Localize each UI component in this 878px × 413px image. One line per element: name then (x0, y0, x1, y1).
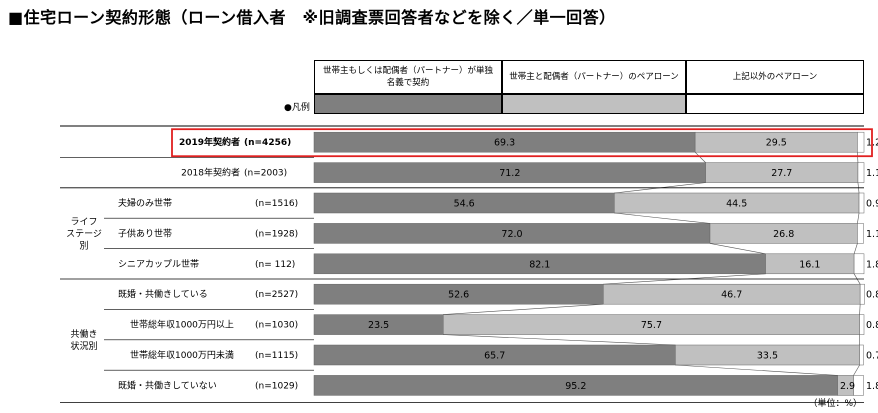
data-label: 23.5 (368, 320, 389, 331)
data-label: 1.8 (866, 259, 878, 270)
data-label: 27.7 (771, 168, 792, 179)
connector-line (709, 243, 766, 255)
data-label: 52.6 (448, 290, 469, 301)
group-label-line: ライフ (70, 216, 97, 227)
bar-segment (857, 162, 865, 183)
connector-line (853, 243, 858, 254)
category-n: (n=1928) (255, 229, 298, 239)
bar-segment (853, 375, 864, 396)
legend-header-other: 上記以外のペアローン (686, 60, 864, 94)
data-label: 72.0 (501, 229, 522, 240)
category-n: (n=1029) (255, 381, 298, 391)
data-label: 65.7 (484, 351, 505, 362)
category-n: (n=1115) (255, 351, 298, 361)
data-label: 1.1 (866, 229, 878, 240)
data-label: 0.9 (866, 199, 878, 210)
connector-line (694, 151, 706, 163)
category-label: 2018年契約者 (181, 167, 240, 179)
category-label: 子供あり世帯 (118, 227, 172, 239)
connector-line (857, 212, 860, 224)
category-label: シニアカップル世帯 (118, 258, 199, 270)
data-label: 75.7 (641, 320, 662, 331)
legend-label: ●凡例 (284, 103, 310, 113)
category-label: 2019年契約者 (179, 136, 240, 148)
legend-header-single: 世帯主もしくは配偶者（パートナー）が単独名義で契約 (314, 60, 502, 94)
category-n: (n= 112) (255, 260, 295, 270)
bar-segment (858, 192, 865, 214)
data-label: 44.5 (726, 199, 747, 210)
legend-swatch-pair (502, 94, 686, 114)
group-label: 共働き状況別 (70, 328, 97, 352)
group-label: ライフステージ別 (66, 216, 102, 251)
category-n: (n=2527) (255, 290, 298, 300)
group-label-line: ステージ (66, 228, 102, 239)
category-n: (n=2003) (244, 169, 287, 179)
category-n: (n=1030) (255, 321, 298, 331)
data-label: 16.1 (799, 259, 820, 270)
highlight-box (171, 128, 873, 158)
connector-line (614, 212, 711, 224)
unit-note: （単位：%） (808, 399, 862, 409)
connector-line (853, 364, 860, 376)
data-label: 29.5 (766, 138, 787, 149)
legend-swatch-single (314, 94, 502, 114)
legend-swatch-other (686, 94, 864, 114)
group-label-line: 別 (79, 240, 88, 251)
bar-segment (857, 223, 864, 244)
data-label: 0.7 (866, 351, 878, 362)
connector-line (857, 152, 859, 163)
data-label: 95.2 (565, 381, 586, 392)
chart-title: ■住宅ローン契約形態（ローン借入者 ※旧調査票回答者などを除く／単一回答） (8, 8, 616, 27)
category-label: 夫婦のみ世帯 (118, 197, 172, 209)
category-n: (n=1516) (255, 199, 298, 209)
category-n: (n=4256) (244, 138, 291, 148)
data-label: 2.9 (840, 381, 855, 392)
bar-segment (859, 314, 865, 335)
data-label: 0.8 (866, 320, 878, 331)
group-label-line: 共働き (70, 328, 97, 340)
connector-line (859, 304, 861, 315)
connector-line (675, 364, 838, 376)
data-label: 69.3 (494, 138, 515, 149)
data-label: 82.1 (529, 259, 550, 270)
data-label: 33.5 (757, 351, 778, 362)
data-label: 0.8 (866, 290, 878, 301)
bar-segment (853, 253, 865, 275)
category-label: 世帯総年収1000万円以上 (130, 319, 234, 331)
data-label: 26.8 (773, 229, 794, 240)
data-label: 1.8 (866, 381, 878, 392)
data-label: 46.7 (721, 290, 742, 301)
data-label: 54.6 (454, 199, 475, 210)
connector-line (443, 334, 676, 346)
legend-header-pair: 世帯主と配偶者（パートナー）のペアローン (502, 60, 686, 94)
connector-line (443, 303, 604, 315)
data-label: 71.2 (499, 168, 520, 179)
category-label: 既婚・共働きしていない (118, 379, 217, 391)
group-label-line: 状況別 (70, 340, 97, 352)
bar-segment (857, 131, 865, 153)
category-label: 世帯総年収1000万円未満 (130, 349, 234, 361)
bar-segment (859, 283, 865, 305)
data-label: 1.1 (866, 168, 878, 179)
category-label: 既婚・共働きしている (118, 288, 208, 300)
bar-segment (859, 344, 864, 366)
